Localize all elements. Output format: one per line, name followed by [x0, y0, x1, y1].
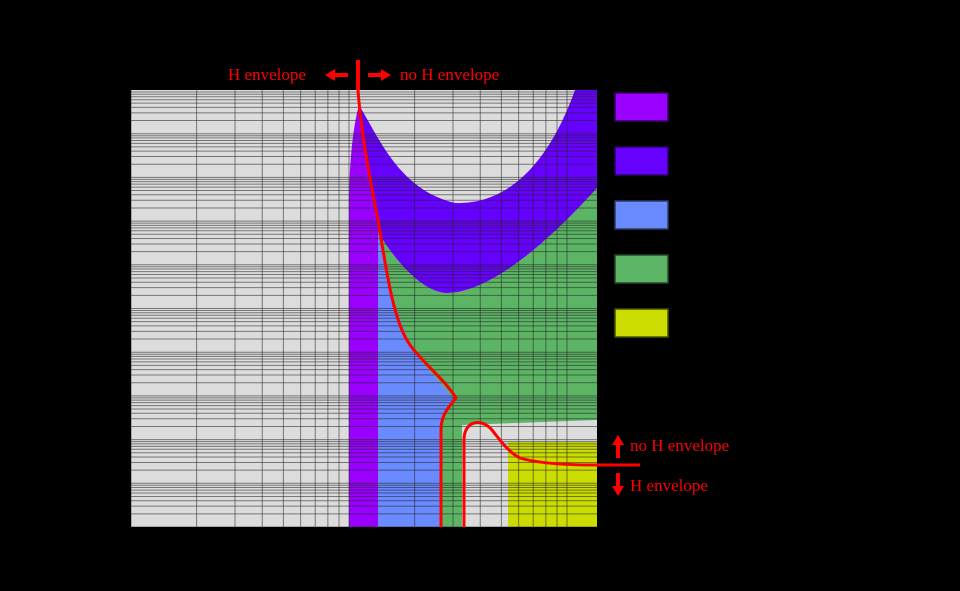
- region-yellow: [508, 442, 597, 527]
- legend-swatch-3: [614, 200, 669, 230]
- up-arrow-icon: [612, 435, 624, 458]
- annotation-h-envelope-right: H envelope: [630, 476, 708, 495]
- down-arrow-icon: [612, 473, 624, 496]
- right-arrow-icon: [368, 69, 391, 81]
- legend-swatch-4: [614, 254, 669, 284]
- legend: [614, 92, 669, 338]
- region-purple: [349, 105, 378, 527]
- annotation-no-h-envelope-top: no H envelope: [400, 65, 499, 84]
- legend-swatch-1: [614, 92, 669, 122]
- annotation-no-h-envelope-right: no H envelope: [630, 436, 729, 455]
- region-violet-u: [359, 90, 597, 294]
- boundary-curve: [356, 89, 458, 527]
- annotation-h-envelope-top: H envelope: [228, 65, 306, 84]
- top-divider: [356, 60, 360, 90]
- boundary-curve-lower: [462, 421, 640, 527]
- legend-swatch-2: [614, 146, 669, 176]
- grid-lines: [131, 90, 597, 527]
- legend-swatch-5: [614, 308, 669, 338]
- left-arrow-icon: [325, 69, 348, 81]
- region-green: [378, 188, 597, 527]
